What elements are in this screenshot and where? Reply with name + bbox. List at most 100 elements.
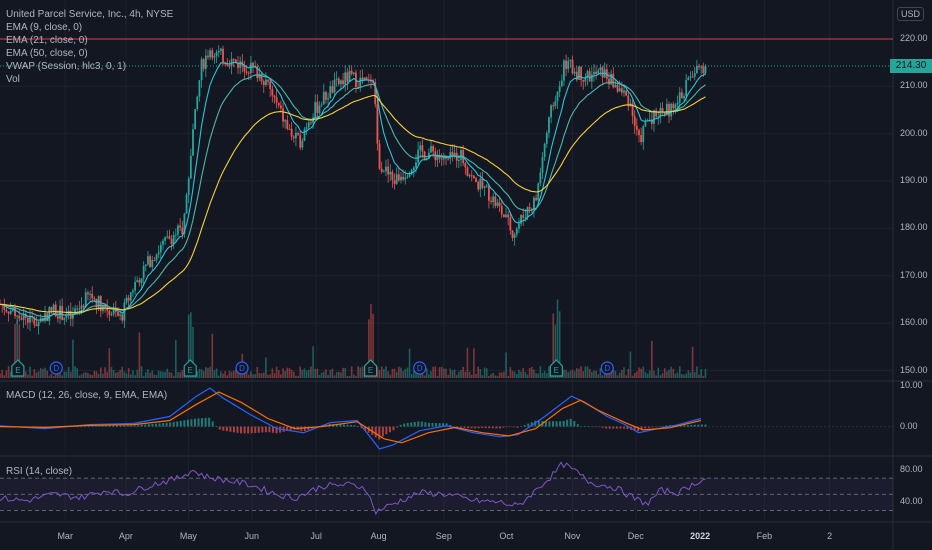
volume-bar: [102, 373, 104, 378]
candle-body: [207, 55, 209, 58]
volume-bar: [346, 375, 349, 378]
volume-bar: [95, 371, 98, 378]
candle-body: [554, 101, 557, 107]
volume-bar: [226, 375, 229, 378]
legend-volume[interactable]: Vol: [6, 74, 20, 85]
volume-bar: [372, 313, 374, 378]
volume-bar: [696, 366, 698, 378]
volume-bar: [462, 366, 464, 378]
volume-bar: [9, 371, 12, 378]
volume-bar: [430, 371, 432, 378]
macd-histogram-bar: [403, 423, 406, 427]
volume-bar: [380, 366, 383, 378]
candle-body: [159, 244, 162, 253]
candle-body: [337, 78, 340, 85]
candle-body: [127, 297, 130, 301]
candle-body: [108, 310, 111, 315]
candle-body: [329, 86, 332, 99]
legend-ema-9[interactable]: EMA (9, close, 0): [6, 22, 83, 33]
volume-bar: [563, 369, 565, 378]
volume-bar: [35, 372, 38, 378]
candle-body: [256, 66, 259, 79]
volume-bar: [618, 372, 621, 378]
macd-signal-line: [0, 391, 702, 444]
candle-body: [140, 278, 143, 283]
legend-ema-21[interactable]: EMA (21, close, 0): [6, 35, 88, 46]
volume-bar: [543, 370, 546, 378]
candle-body: [460, 150, 462, 160]
macd-histogram-bar: [303, 426, 306, 431]
candle-body: [565, 60, 567, 69]
candle-body: [702, 66, 705, 74]
macd-histogram-bar: [647, 426, 650, 428]
candle-body: [520, 215, 522, 224]
volume-bar: [591, 371, 593, 378]
volume-bar: [355, 375, 357, 378]
candle-body: [494, 196, 497, 206]
candle-body: [93, 298, 96, 300]
volume-bar: [44, 367, 46, 378]
volume-bar: [297, 375, 299, 378]
candle-body: [249, 62, 252, 74]
volume-bar: [207, 368, 209, 378]
candle-body: [590, 74, 593, 82]
candle-body: [87, 292, 89, 295]
macd-legend[interactable]: MACD (12, 26, close, 9, EMA, EMA): [6, 390, 168, 401]
volume-bar: [284, 370, 286, 378]
macd-histogram-bar: [583, 426, 586, 427]
candle-body: [117, 311, 119, 316]
macd-histogram-bar: [140, 424, 143, 427]
macd-histogram-bar: [87, 425, 90, 427]
candle-body: [385, 166, 387, 172]
candle-body: [177, 225, 179, 235]
rsi-legend[interactable]: RSI (14, close): [6, 466, 73, 477]
volume-bar: [651, 340, 653, 378]
candle-body: [631, 103, 634, 117]
volume-bar: [612, 369, 615, 378]
macd-histogram-bar: [229, 426, 232, 432]
volume-bar: [494, 375, 497, 378]
candle-body: [99, 296, 102, 311]
volume-bar: [104, 367, 106, 378]
candle-body: [430, 146, 432, 153]
candle-body: [357, 86, 359, 88]
candle-body: [503, 214, 505, 218]
volume-bar: [569, 370, 572, 378]
macd-histogram-bar: [420, 421, 423, 427]
legend-vwap[interactable]: VWAP (Session, hlc3, 0, 1): [6, 61, 127, 72]
volume-bar: [269, 374, 271, 378]
candle-body: [136, 280, 139, 283]
candle-body: [342, 80, 344, 85]
macd-histogram-bar: [537, 420, 540, 427]
volume-bar: [99, 367, 102, 378]
candle-body: [625, 90, 628, 96]
candle-body: [269, 81, 272, 90]
macd-histogram-bar: [250, 426, 253, 434]
macd-histogram-bar: [452, 426, 455, 428]
volume-bar: [247, 374, 250, 378]
candle-body: [245, 71, 248, 73]
macd-histogram-bar: [289, 426, 292, 431]
legend-ema-50[interactable]: EMA (50, close, 0): [6, 48, 88, 59]
candle-body: [620, 88, 623, 93]
macd-histogram-bar: [162, 423, 165, 427]
macd-histogram-bar: [424, 422, 427, 427]
earnings-marker: E: [11, 359, 25, 377]
volume-bar: [642, 366, 645, 378]
volume-bar: [138, 332, 141, 378]
chart-title: United Parcel Service, Inc., 4h, NYSE: [6, 9, 174, 20]
macd-histogram-bar: [300, 426, 303, 431]
volume-bar: [627, 368, 630, 378]
volume-bar: [668, 369, 670, 378]
macd-histogram-bar: [186, 419, 189, 427]
macd-histogram-bar: [204, 417, 207, 427]
candle-body: [691, 76, 694, 78]
candle-body: [670, 103, 673, 117]
candle-body: [704, 65, 707, 74]
volume-bar: [676, 372, 679, 378]
currency-badge[interactable]: USD: [896, 7, 924, 21]
candle-body: [378, 143, 381, 169]
candle-body: [89, 293, 91, 295]
volume-bar: [475, 373, 477, 378]
